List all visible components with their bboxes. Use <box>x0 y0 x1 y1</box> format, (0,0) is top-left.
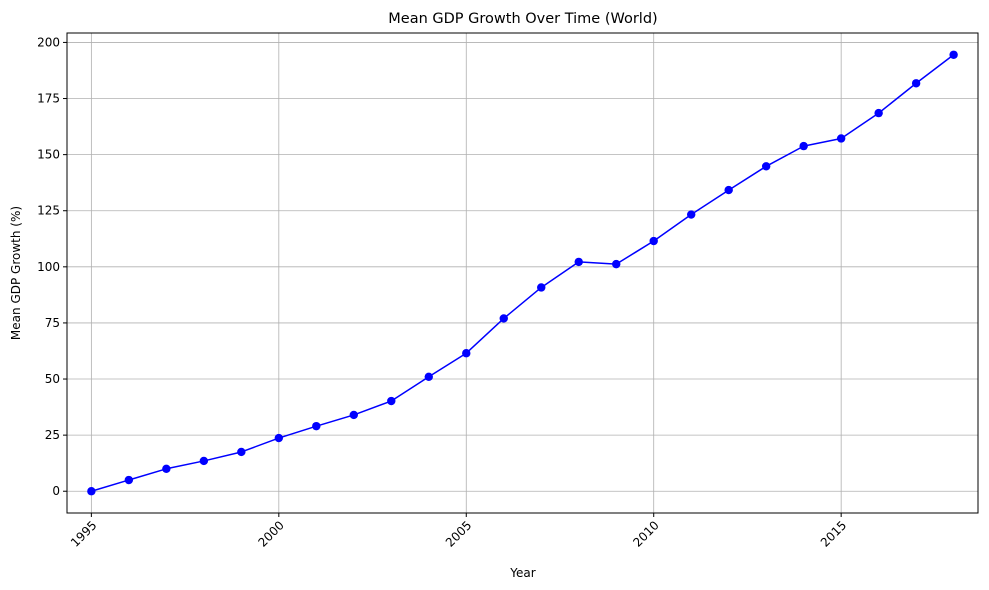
data-point <box>687 210 696 219</box>
data-point <box>649 236 658 246</box>
series-path <box>91 54 955 492</box>
data-point <box>162 464 171 473</box>
data-point <box>124 475 134 485</box>
y-tick-label: 75 <box>45 316 60 330</box>
y-tick-label: 50 <box>45 372 60 386</box>
data-point <box>537 283 546 292</box>
y-tick-label: 200 <box>37 35 60 49</box>
data-point <box>949 50 958 59</box>
data-point <box>612 259 621 269</box>
grid <box>67 33 978 513</box>
data-point <box>836 134 846 143</box>
data-point <box>237 447 246 457</box>
chart-title: Mean GDP Growth Over Time (World) <box>388 11 657 27</box>
plot-frame <box>66 32 979 514</box>
y-tick-label: 0 <box>52 484 60 498</box>
y-tick-label: 125 <box>37 204 60 218</box>
data-point <box>274 433 284 443</box>
data-point <box>911 79 921 88</box>
data-point <box>387 396 396 406</box>
data-point <box>761 162 771 171</box>
data-point <box>874 108 883 118</box>
data-point <box>724 185 733 195</box>
data-point <box>499 314 508 323</box>
data-point <box>462 349 471 358</box>
data-point <box>424 372 433 381</box>
y-tick-label: 175 <box>37 92 60 106</box>
data-point <box>87 487 96 496</box>
data-point <box>799 141 808 151</box>
data-point <box>199 456 209 466</box>
y-axis-label: Mean GDP Growth (%) <box>9 206 23 340</box>
data-point <box>312 421 321 431</box>
x-axis-label: Year <box>509 566 535 580</box>
y-tick-label: 25 <box>45 428 60 442</box>
data-point <box>349 410 358 420</box>
data-point <box>574 257 583 267</box>
y-tick-label: 100 <box>37 260 60 274</box>
y-tick-label: 150 <box>37 148 60 162</box>
series-line <box>87 50 958 496</box>
